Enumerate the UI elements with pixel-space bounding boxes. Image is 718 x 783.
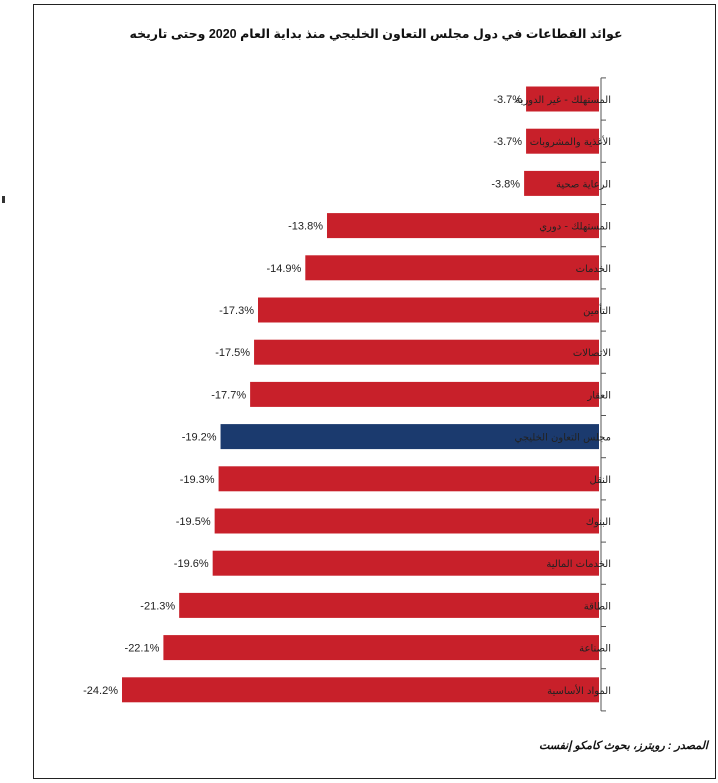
category-label: مجلس التعاون الخليجي bbox=[514, 433, 611, 444]
data-label: -3.7% bbox=[493, 136, 522, 148]
bar bbox=[122, 677, 599, 703]
bar bbox=[250, 381, 600, 407]
data-label: -19.2% bbox=[182, 432, 217, 444]
category-label: الرعاية صحية bbox=[556, 179, 611, 190]
bar bbox=[214, 508, 599, 534]
bar bbox=[526, 128, 599, 154]
category-label: المستهلك - دوري bbox=[539, 222, 611, 233]
bar bbox=[220, 424, 600, 450]
chart-title: عوائد القطاعات في دول مجلس التعاون الخلي… bbox=[129, 27, 623, 41]
data-label: -3.8% bbox=[491, 178, 520, 190]
bar bbox=[179, 592, 599, 618]
category-label: الخدمات bbox=[576, 264, 611, 275]
bar bbox=[254, 339, 599, 365]
category-label: الطاقة bbox=[584, 601, 611, 612]
data-label: -17.7% bbox=[211, 389, 246, 401]
data-label: -24.2% bbox=[83, 685, 118, 697]
data-label: -17.3% bbox=[219, 305, 254, 317]
data-label: -19.5% bbox=[176, 516, 211, 528]
category-label: الصناعة bbox=[579, 644, 611, 655]
bar bbox=[326, 213, 599, 239]
category-label: العقار bbox=[586, 390, 611, 401]
category-label: التأمين bbox=[583, 303, 611, 317]
category-label: البنوك bbox=[586, 517, 611, 528]
edge-mark bbox=[2, 196, 5, 203]
data-label: -3.7% bbox=[493, 94, 522, 106]
bar bbox=[163, 635, 599, 661]
bar bbox=[305, 255, 599, 281]
bar bbox=[524, 170, 599, 196]
bar bbox=[258, 297, 599, 323]
bar bbox=[526, 86, 599, 112]
bar bbox=[212, 550, 599, 576]
bar bbox=[218, 466, 599, 492]
category-label: الاتصالات bbox=[573, 348, 611, 359]
source-note: المصدر : رويترز، بحوث كامكو إنفست bbox=[538, 740, 708, 752]
data-label: -19.6% bbox=[174, 558, 209, 570]
category-label: المستهلك - غير الدورية bbox=[515, 95, 611, 106]
data-label: -19.3% bbox=[180, 474, 215, 486]
category-label: الأغذية والمشروبات bbox=[530, 135, 611, 148]
category-label: الخدمات المالية bbox=[546, 559, 611, 570]
category-label: المواد الأساسية bbox=[547, 684, 611, 697]
data-label: -13.8% bbox=[288, 221, 323, 233]
data-label: -21.3% bbox=[140, 600, 175, 612]
category-label: النقل bbox=[590, 475, 611, 486]
data-label: -22.1% bbox=[125, 643, 160, 655]
data-label: -17.5% bbox=[215, 347, 250, 359]
data-label: -14.9% bbox=[266, 263, 301, 275]
